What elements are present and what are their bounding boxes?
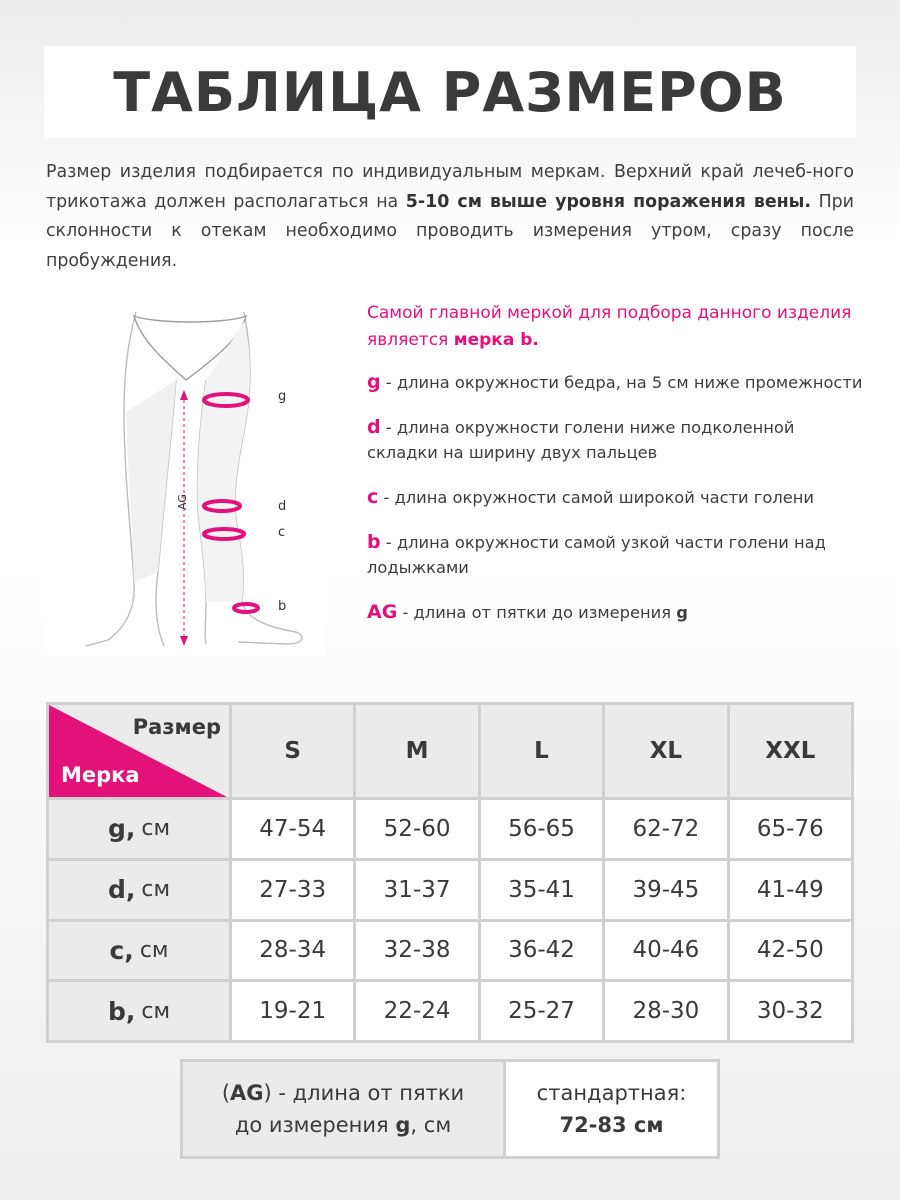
legend-text: - длина окружности самой узкой части гол… [367, 533, 826, 577]
legend-key: b [367, 531, 381, 553]
corner-measure-label: Мерка [61, 763, 140, 787]
table-cell: 42-50 [729, 921, 851, 980]
ag-value-label: стандартная: [536, 1081, 687, 1105]
row-unit: см [141, 998, 171, 1024]
ag-note-table: (AG) - длина от пятки до измерения g, см… [180, 1059, 720, 1159]
ag-line2-start: до измерения [234, 1113, 396, 1137]
table-cell: 47-54 [232, 800, 354, 858]
label-d: d [278, 499, 286, 514]
row-header-d: d, см [49, 860, 229, 919]
legend-key: g [367, 371, 381, 393]
row-header-c: c, см [49, 921, 229, 980]
leg-diagram: AG g d c b [46, 302, 326, 656]
table-cell: 41-49 [729, 860, 851, 919]
label-b: b [278, 599, 286, 614]
title-banner: ТАБЛИЦА РАЗМЕРОВ [44, 46, 856, 138]
table-cell: 32-38 [356, 921, 478, 980]
legend-item-c: c - длина окружности самой широкой части… [367, 485, 867, 510]
label-c: c [278, 525, 285, 540]
row-unit: см [141, 877, 171, 903]
table-cell: 27-33 [232, 860, 354, 919]
ag-key: AG [230, 1081, 264, 1105]
legend-text: - длина окружности голени ниже подколенн… [367, 418, 795, 462]
row-key: d, [107, 875, 136, 905]
corner-size-label: Размер [132, 715, 221, 739]
legend-key: AG [367, 601, 398, 623]
table-cell: 31-37 [356, 860, 478, 919]
legend-item-d: d - длина окружности голени ниже подколе… [367, 415, 867, 465]
table-corner: Размер Мерка [49, 705, 229, 797]
size-header: XXL [729, 705, 851, 797]
table-cell: 52-60 [356, 800, 478, 858]
row-key: c, [109, 935, 134, 965]
intro-text-1: Размер изделия подбирается по индивидуал… [46, 162, 854, 212]
ag-description: (AG) - длина от пятки до измерения g, см [183, 1062, 503, 1156]
table-cell: 39-45 [605, 860, 727, 919]
size-table: Размер Мерка S M L XL XXL g, см 47-54 52-… [46, 702, 854, 1043]
intro-text-2: При склонности к отекам необходимо прово… [46, 191, 854, 271]
size-header: S [232, 705, 354, 797]
table-cell: 35-41 [480, 860, 603, 919]
label-ag: AG [176, 494, 189, 510]
table-cell: 65-76 [729, 800, 851, 858]
legend-key: d [367, 416, 381, 438]
row-header-b: b, см [49, 982, 229, 1040]
ag-line2-end: , см [410, 1113, 452, 1137]
ag-line2-key: g [395, 1113, 411, 1137]
row-key: g, [107, 814, 136, 844]
size-header: L [480, 705, 603, 797]
table-cell: 22-24 [356, 982, 478, 1040]
legend-item-g: g - длина окружности бедра, на 5 см ниже… [367, 370, 867, 395]
legend-text: - длина окружности бедра, на 5 см ниже п… [380, 373, 863, 392]
legend-item-ag: AG - длина от пятки до измерения g [367, 600, 867, 625]
leg-illustration: AG g d c b [85, 311, 303, 647]
row-unit: см [139, 937, 169, 963]
table-cell: 25-27 [480, 982, 603, 1040]
legend-text: - длина от пятки до измерения [397, 603, 677, 622]
legend-tail: g [676, 603, 688, 622]
table-cell: 62-72 [605, 800, 727, 858]
row-unit: см [141, 816, 171, 842]
table-cell: 28-30 [605, 982, 727, 1040]
table-cell: 28-34 [232, 921, 354, 980]
label-g: g [278, 389, 286, 404]
table-cell: 30-32 [729, 982, 851, 1040]
ag-value: стандартная: 72-83 см [506, 1062, 717, 1156]
size-header: M [356, 705, 478, 797]
measurement-legend: Самой главной меркой для подбора данного… [367, 300, 867, 645]
row-header-g: g, см [49, 800, 229, 858]
size-header: XL [605, 705, 727, 797]
legend-lead: Самой главной меркой для подбора данного… [367, 300, 867, 354]
corner-triangle [49, 705, 227, 797]
legend-text: - длина окружности самой широкой части г… [378, 488, 814, 507]
intro-bold: 5-10 см выше уровня поражения вены. [405, 191, 811, 212]
intro-paragraph: Размер изделия подбирается по индивидуал… [46, 158, 854, 276]
row-key: b, [107, 996, 136, 1026]
table-cell: 19-21 [232, 982, 354, 1040]
table-cell: 40-46 [605, 921, 727, 980]
page-title: ТАБЛИЦА РАЗМЕРОВ [113, 60, 787, 124]
table-cell: 36-42 [480, 921, 603, 980]
legend-lead-bold: мерка b. [453, 330, 539, 350]
table-cell: 56-65 [480, 800, 603, 858]
ag-value-range: 72-83 см [559, 1113, 664, 1137]
legend-key: c [367, 486, 379, 508]
ag-line1: ) - длина от пятки [263, 1081, 465, 1105]
legend-item-b: b - длина окружности самой узкой части г… [367, 530, 867, 580]
legend-lead-text: Самой главной меркой для подбора данного… [367, 303, 852, 350]
ag-open-paren: ( [221, 1081, 231, 1105]
